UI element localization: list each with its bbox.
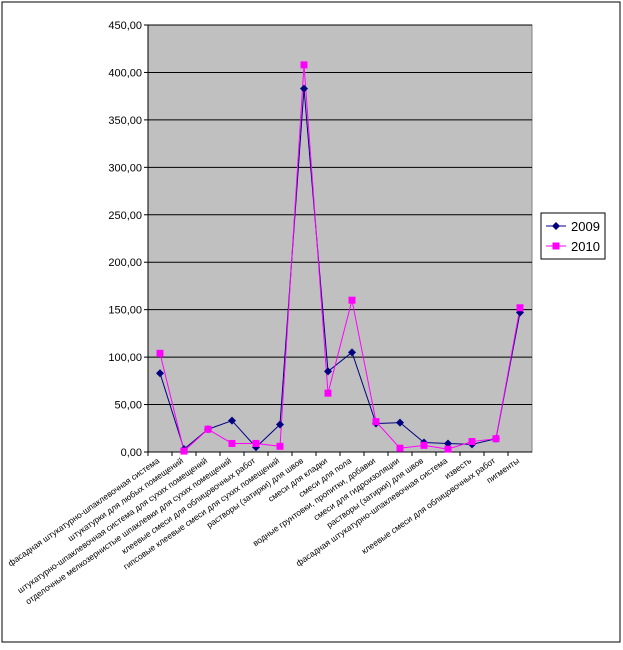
marker: [492, 435, 500, 443]
marker: [396, 418, 404, 427]
y-tick-label: 100,00: [108, 352, 142, 364]
marker: [516, 304, 524, 312]
y-tick-label: 300,00: [108, 162, 142, 174]
y-tick-label: 200,00: [108, 257, 142, 269]
marker: [180, 447, 188, 455]
marker: [252, 439, 260, 447]
legend-marker: [552, 242, 560, 250]
marker: [300, 61, 308, 69]
plot-area: [147, 24, 533, 453]
marker: [156, 369, 164, 378]
y-tick-label: 0,00: [121, 447, 142, 459]
y-tick-label: 150,00: [108, 305, 142, 317]
y-tick-label: 350,00: [108, 115, 142, 127]
legend-marker: [552, 222, 560, 230]
y-tick-label: 450,00: [108, 20, 142, 32]
marker: [228, 416, 236, 425]
legend-label: 2010: [571, 239, 600, 254]
marker: [204, 425, 212, 433]
legend-label: 2009: [571, 219, 600, 234]
marker: [276, 442, 284, 450]
marker: [300, 84, 308, 93]
marker: [444, 439, 452, 448]
marker: [396, 444, 404, 452]
y-tick-label: 400,00: [108, 67, 142, 79]
marker: [228, 439, 236, 447]
marker: [444, 445, 452, 453]
series-line: [159, 88, 521, 451]
series-line: [159, 64, 521, 452]
marker: [324, 389, 332, 397]
marker: [372, 418, 380, 426]
marker: [468, 438, 476, 446]
marker: [420, 441, 428, 449]
marker: [348, 348, 356, 357]
y-tick-label: 250,00: [108, 210, 142, 222]
marker: [348, 296, 356, 304]
y-tick-label: 50,00: [114, 400, 142, 412]
marker: [324, 367, 332, 376]
marker: [276, 420, 284, 429]
legend-box: [540, 212, 606, 260]
marker: [156, 349, 164, 357]
